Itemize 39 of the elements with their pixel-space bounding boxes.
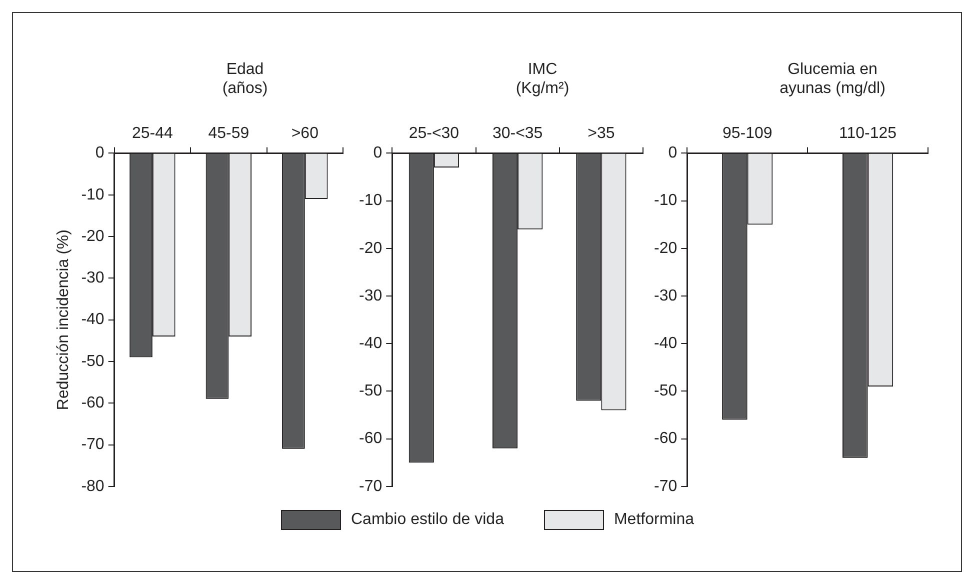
y-tick-label: 0 (668, 144, 678, 162)
y-tick-label: -70 (359, 478, 382, 495)
y-tick-label: -10 (81, 186, 104, 204)
x-tick-label: 45-59 (208, 125, 250, 142)
y-tick-label: -40 (81, 311, 104, 328)
y-tick-label: -40 (359, 335, 382, 352)
y-tick-label: 0 (373, 144, 382, 162)
y-tick-label: -30 (359, 287, 382, 304)
chart-title: Edad (años) (221, 60, 269, 98)
y-tick-label: -50 (359, 382, 382, 400)
y-tick-label: -60 (81, 394, 104, 412)
chart-title: IMC (Kg/m²) (514, 60, 570, 98)
y-tick-label: -60 (359, 430, 382, 448)
y-tick-label: -50 (654, 382, 678, 400)
y-tick-label: -60 (654, 430, 678, 448)
y-tick-label: -20 (654, 240, 678, 257)
y-tick-label: -30 (654, 287, 678, 304)
y-tick-label: -10 (359, 192, 382, 210)
y-tick-label: -10 (654, 192, 678, 210)
x-tick-label: 25-44 (132, 125, 173, 142)
x-tick-label: >60 (291, 125, 319, 142)
y-tick-label: -40 (654, 335, 678, 352)
x-tick-label: 95-109 (722, 125, 772, 142)
y-tick-label: -70 (81, 436, 104, 454)
y-tick-label: -70 (654, 478, 678, 495)
legend-label: Cambio estilo de vida (351, 511, 504, 529)
y-tick-label: -20 (359, 240, 382, 257)
y-tick-label: -20 (81, 228, 104, 245)
y-tick-label: -50 (81, 352, 104, 370)
legend-label: Metformina (614, 511, 694, 529)
y-tick-label: -80 (81, 478, 104, 495)
x-tick-label: 110-125 (839, 125, 897, 142)
y-tick-label: 0 (95, 144, 104, 162)
x-tick-label: 25-<30 (408, 125, 460, 142)
y-tick-label: -30 (81, 270, 104, 287)
x-tick-label: 30-<35 (492, 125, 543, 142)
chart-title: Glucemia en ayunas (mg/dl) (778, 60, 886, 98)
x-tick-label: >35 (588, 125, 615, 142)
y-axis-title: Reducción incidencia (%) (55, 230, 72, 410)
